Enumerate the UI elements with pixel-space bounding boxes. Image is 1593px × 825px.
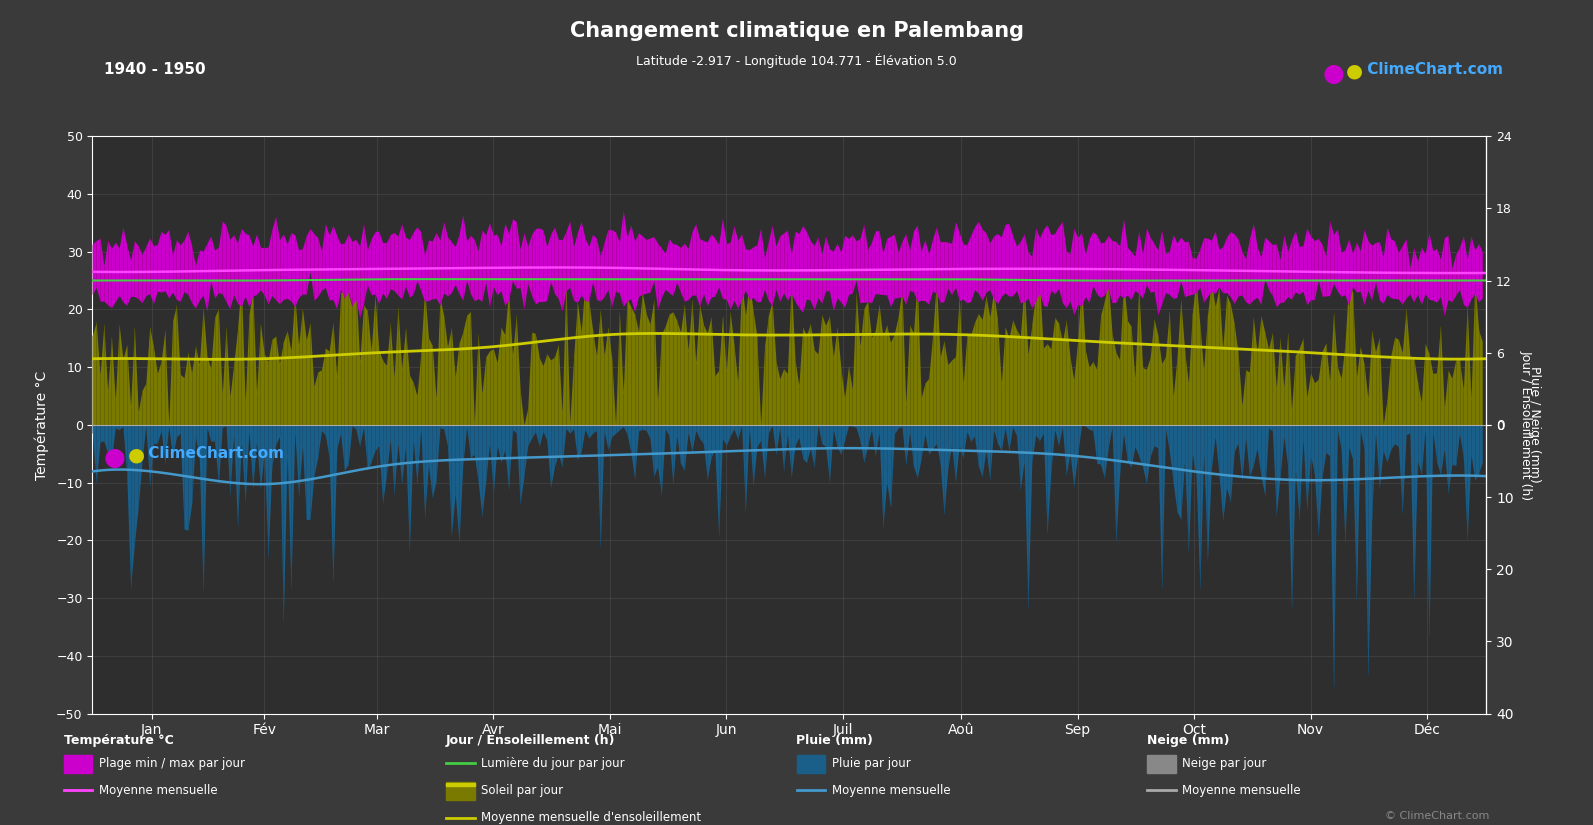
Text: Jour / Ensoleillement (h): Jour / Ensoleillement (h) (446, 734, 615, 747)
Text: Changement climatique en Palembang: Changement climatique en Palembang (570, 21, 1023, 40)
Text: ClimeChart.com: ClimeChart.com (1362, 62, 1504, 77)
Text: Lumière du jour par jour: Lumière du jour par jour (481, 757, 624, 770)
Text: Moyenne mensuelle: Moyenne mensuelle (1182, 784, 1300, 797)
Text: Latitude -2.917 - Longitude 104.771 - Élévation 5.0: Latitude -2.917 - Longitude 104.771 - Él… (636, 54, 957, 68)
Text: Plage min / max par jour: Plage min / max par jour (99, 757, 245, 771)
Text: Soleil par jour: Soleil par jour (481, 784, 564, 797)
Text: Moyenne mensuelle d'ensoleillement: Moyenne mensuelle d'ensoleillement (481, 811, 701, 824)
Text: Neige (mm): Neige (mm) (1147, 734, 1230, 747)
Text: Pluie par jour: Pluie par jour (832, 757, 910, 771)
Text: ClimeChart.com: ClimeChart.com (143, 446, 285, 460)
Text: Neige par jour: Neige par jour (1182, 757, 1266, 771)
Text: Température °C: Température °C (64, 734, 174, 747)
Y-axis label: Température °C: Température °C (35, 370, 49, 479)
Text: Moyenne mensuelle: Moyenne mensuelle (832, 784, 949, 797)
Text: ●: ● (1346, 62, 1364, 81)
Text: Pluie (mm): Pluie (mm) (796, 734, 873, 747)
Text: Moyenne mensuelle: Moyenne mensuelle (99, 784, 217, 797)
Y-axis label: Pluie / Neige (mm): Pluie / Neige (mm) (1528, 366, 1542, 483)
Text: ●: ● (104, 446, 126, 469)
Text: ●: ● (1322, 62, 1344, 86)
Text: ●: ● (127, 446, 145, 464)
Text: 1940 - 1950: 1940 - 1950 (104, 62, 205, 77)
Text: © ClimeChart.com: © ClimeChart.com (1384, 811, 1489, 821)
Y-axis label: Jour / Ensoleillement (h): Jour / Ensoleillement (h) (1520, 350, 1532, 500)
